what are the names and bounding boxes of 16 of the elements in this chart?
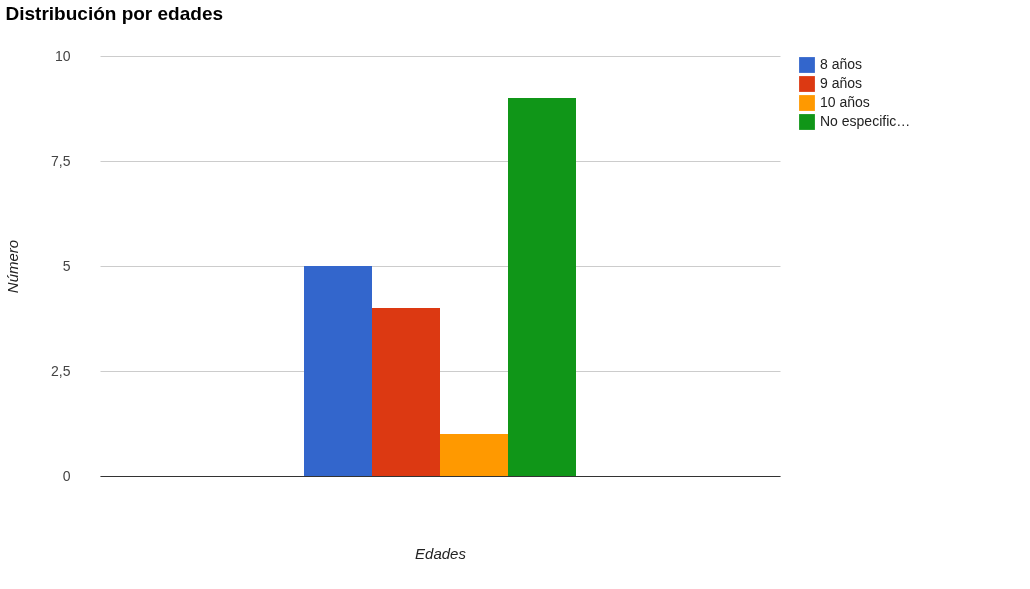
y-tick-label: 7,5 — [51, 152, 71, 169]
y-tick-label: 10 — [54, 47, 71, 64]
legend-label: 8 años — [820, 56, 863, 72]
legend-label: 10 años — [820, 94, 870, 110]
bar — [372, 308, 440, 476]
y-tick-label: 5 — [62, 257, 71, 274]
legend-label: No especific… — [820, 113, 911, 129]
bar — [440, 434, 508, 476]
y-axis-title: Número — [4, 239, 22, 294]
chart-title: Distribución por edades — [5, 3, 224, 24]
y-tick-label: 2,5 — [51, 362, 71, 379]
x-axis-title: Edades — [415, 544, 467, 562]
bar — [304, 266, 372, 476]
bar — [508, 98, 576, 476]
y-tick-label: 0 — [62, 467, 71, 484]
legend-label: 9 años — [820, 75, 863, 91]
